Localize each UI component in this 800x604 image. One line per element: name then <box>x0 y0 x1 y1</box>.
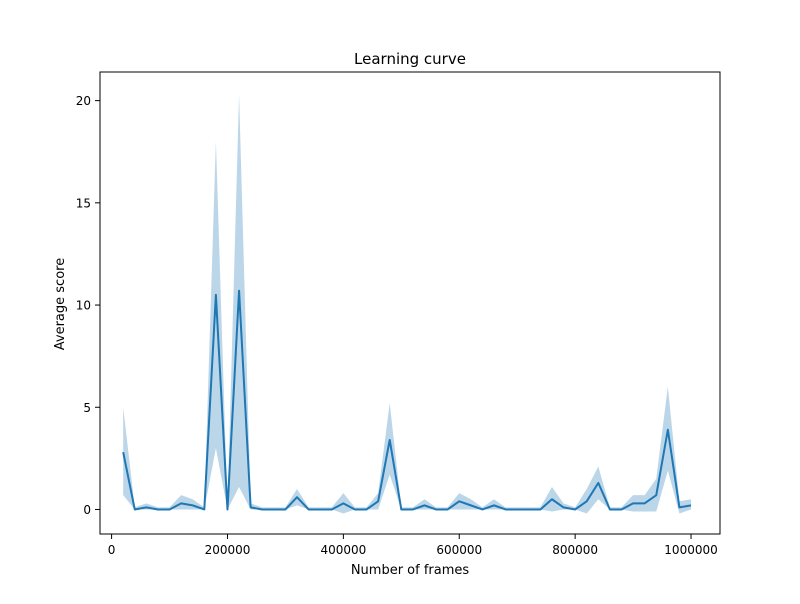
x-tick-label: 600000 <box>436 543 482 557</box>
confidence-band <box>123 94 692 514</box>
x-tick-label: 200000 <box>205 543 251 557</box>
y-tick-label: 10 <box>76 299 91 313</box>
y-tick-label: 5 <box>83 401 91 415</box>
series-line <box>122 289 692 511</box>
x-tick-label: 1000000 <box>664 543 717 557</box>
confidence-band-layer <box>123 94 692 514</box>
series-line-layer <box>122 289 692 511</box>
y-tick-label: 20 <box>76 94 91 108</box>
x-tick-label: 400000 <box>320 543 366 557</box>
x-tick-label: 800000 <box>552 543 598 557</box>
chart-title: Learning curve <box>354 50 466 68</box>
y-axis-label: Average score <box>53 258 68 350</box>
y-tick-label: 0 <box>83 503 91 517</box>
axes-layer: 0 200000 400000 600000 800000 1000000 0 5 10 15 20 <box>76 71 721 557</box>
x-axis-label: Number of frames <box>351 563 470 578</box>
x-tick-label: 0 <box>108 543 116 557</box>
y-tick-label: 15 <box>76 196 91 210</box>
plot-frame <box>99 71 721 535</box>
